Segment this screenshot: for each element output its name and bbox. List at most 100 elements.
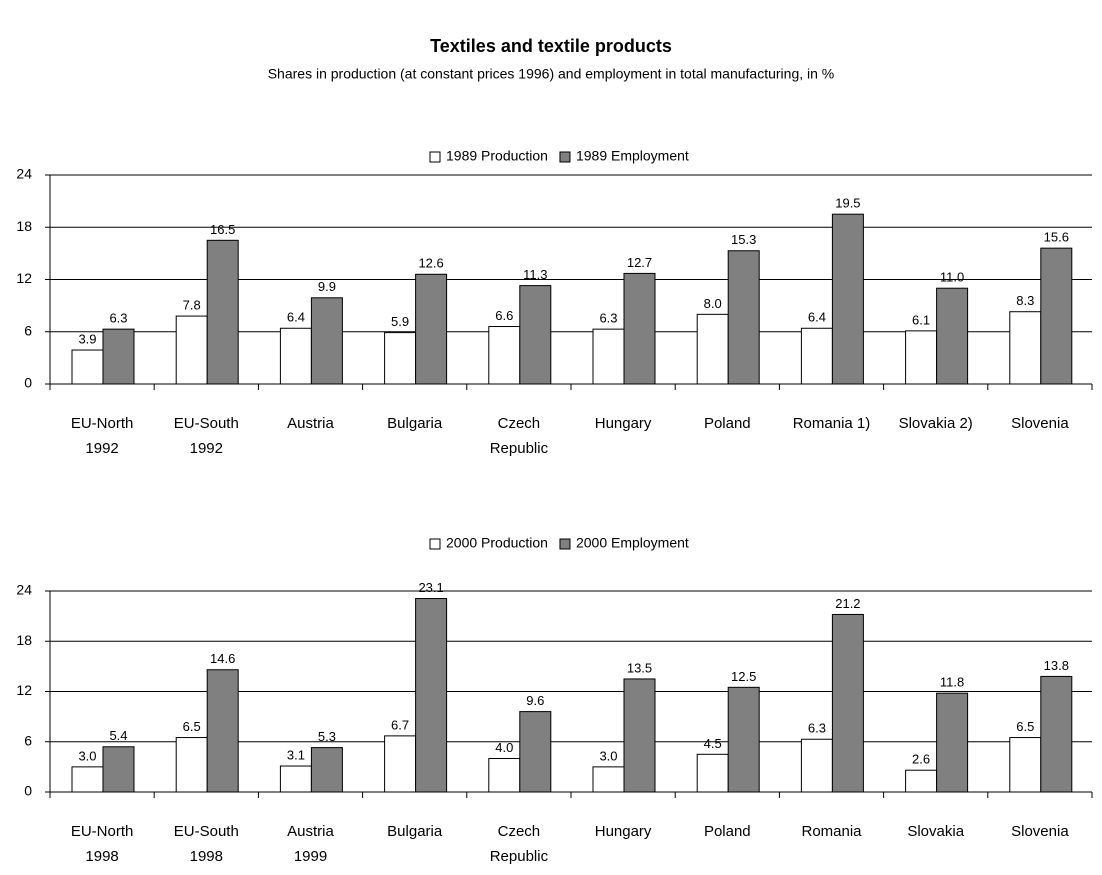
y-tick-label: 12 <box>16 682 32 698</box>
data-label: 13.8 <box>1044 658 1069 673</box>
bar <box>175 315 208 385</box>
y-tick-label: 24 <box>16 166 32 182</box>
bar <box>519 285 552 385</box>
bar <box>519 711 552 793</box>
y-tick-label: 0 <box>24 375 32 391</box>
data-label: 4.0 <box>495 740 513 755</box>
legend-label: 2000 Employment <box>576 535 689 551</box>
bar <box>592 328 625 385</box>
y-tick-label: 6 <box>24 732 32 748</box>
data-label: 4.5 <box>704 736 722 751</box>
x-tick-label: Slovenia <box>1011 823 1069 840</box>
data-label: 12.6 <box>418 256 443 271</box>
title: Textiles and textile products <box>430 36 672 56</box>
data-label: 5.9 <box>391 314 409 329</box>
data-label: 23.1 <box>418 580 443 595</box>
data-label: 3.0 <box>78 748 96 763</box>
data-label: 2.6 <box>912 752 930 767</box>
data-label: 11.8 <box>940 675 964 690</box>
x-tick-label: Romania 1) <box>793 415 871 432</box>
x-tick-label: Poland <box>704 823 751 840</box>
x-tick-label: Austria 1999 <box>287 823 334 865</box>
bar <box>1040 247 1073 385</box>
data-label: 15.3 <box>731 232 756 247</box>
data-label: 6.5 <box>183 719 201 734</box>
bar <box>592 766 625 793</box>
x-tick-label: EU-South 1998 <box>174 823 239 865</box>
legend-swatch <box>429 538 441 550</box>
x-tick-label: Czech Republic <box>490 415 549 457</box>
x-tick-label: Poland <box>704 415 751 432</box>
data-label: 12.7 <box>627 255 652 270</box>
bar <box>415 598 448 793</box>
y-tick-label: 0 <box>24 783 32 799</box>
bar <box>1040 675 1073 793</box>
legend-label: 1989 Production <box>446 148 548 164</box>
bar <box>905 769 938 793</box>
legend-swatch <box>429 151 441 163</box>
bar <box>696 313 729 385</box>
x-tick-label: EU-South 1992 <box>174 415 239 457</box>
bar <box>71 766 104 793</box>
bar <box>175 737 208 793</box>
y-tick-label: 12 <box>16 270 32 286</box>
bar <box>800 738 833 793</box>
data-label: 14.6 <box>210 651 235 666</box>
x-tick-label: Bulgaria <box>387 823 443 840</box>
data-label: 6.4 <box>808 310 826 325</box>
legend-label: 2000 Production <box>446 535 548 551</box>
data-label: 6.3 <box>599 311 617 326</box>
bar <box>1009 737 1042 793</box>
bar <box>415 273 448 385</box>
data-label: 8.0 <box>704 296 722 311</box>
data-label: 15.6 <box>1044 230 1069 245</box>
bar <box>206 669 239 793</box>
bar <box>623 678 656 793</box>
bar <box>727 686 760 793</box>
x-tick-label: Austria <box>287 415 334 432</box>
bar <box>102 328 135 385</box>
data-label: 3.9 <box>78 331 96 346</box>
bar <box>488 758 521 793</box>
data-label: 12.5 <box>731 669 756 684</box>
x-tick-label: Slovakia 2) <box>899 415 973 432</box>
bar <box>936 692 969 793</box>
bar <box>102 746 135 793</box>
data-label: 11.3 <box>523 267 547 282</box>
data-label: 6.3 <box>109 311 127 326</box>
data-label: 9.6 <box>526 693 544 708</box>
bar <box>310 297 343 385</box>
data-label: 6.5 <box>1016 719 1034 734</box>
bar <box>831 213 864 385</box>
data-label: 5.3 <box>318 729 336 744</box>
data-label: 11.0 <box>940 270 964 285</box>
data-label: 21.2 <box>835 596 860 611</box>
y-tick-label: 18 <box>16 632 32 648</box>
bar <box>71 349 104 385</box>
data-label: 6.4 <box>287 310 305 325</box>
bar <box>623 272 656 385</box>
legend-swatch <box>559 538 571 550</box>
bar <box>800 327 833 385</box>
data-label: 6.7 <box>391 717 409 732</box>
x-tick-label: Romania <box>801 823 862 840</box>
x-tick-label: Bulgaria <box>387 415 443 432</box>
x-tick-label: EU-North 1992 <box>71 415 134 457</box>
data-label: 3.0 <box>599 748 617 763</box>
bar <box>279 765 312 793</box>
x-tick-label: Czech Republic <box>490 823 549 865</box>
bar <box>696 753 729 793</box>
x-tick-label: Slovakia <box>907 823 964 840</box>
bar <box>310 747 343 793</box>
legend-label: 1989 Employment <box>576 148 689 164</box>
data-label: 13.5 <box>627 660 652 675</box>
data-label: 8.3 <box>1016 293 1034 308</box>
bar <box>831 613 864 793</box>
data-label: 19.5 <box>835 196 860 211</box>
bar <box>905 330 938 385</box>
x-tick-label: Slovenia <box>1011 415 1069 432</box>
y-tick-label: 24 <box>16 582 32 598</box>
bar <box>384 332 417 385</box>
bar <box>488 326 521 385</box>
